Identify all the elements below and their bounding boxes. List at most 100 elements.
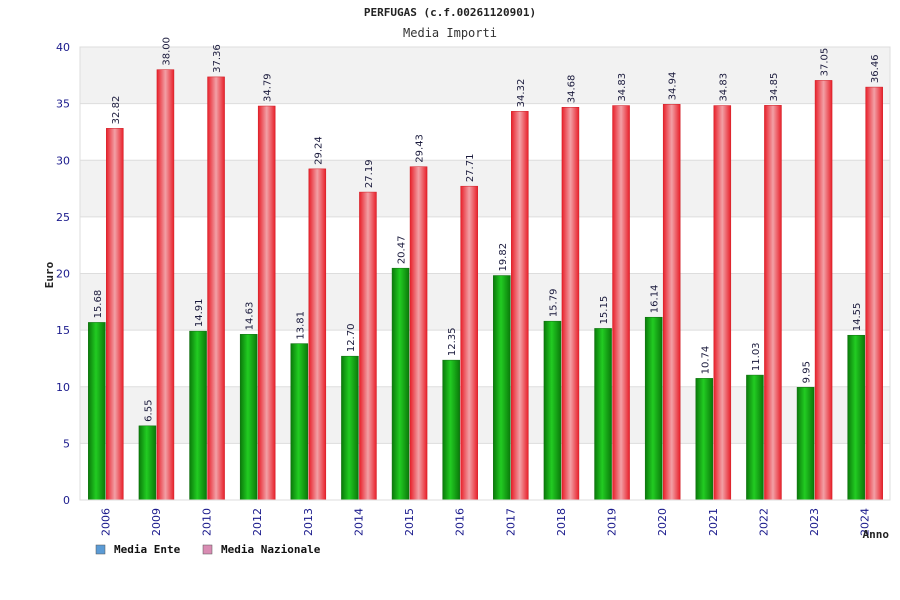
bar-media-ente (644, 316, 663, 501)
data-label-media-ente: 15.15 (599, 296, 610, 325)
x-tick-label: 2018 (555, 508, 568, 536)
bar-media-nazionale (713, 105, 732, 501)
data-label-media-ente: 6.55 (143, 400, 154, 422)
bar-media-ente (543, 320, 562, 501)
data-label-media-ente: 13.81 (295, 311, 306, 340)
data-label-media-ente: 14.55 (852, 303, 863, 332)
x-tick-label: 2020 (656, 508, 669, 536)
axes (79, 46, 891, 501)
y-tick-label: 10 (56, 381, 70, 394)
x-tick-label: 2006 (99, 508, 112, 536)
bar-media-nazionale (106, 128, 124, 501)
bar-media-ente (442, 359, 460, 501)
data-label-media-nazionale: 37.36 (212, 44, 223, 73)
y-tick-label: 40 (56, 41, 70, 54)
bar-media-nazionale (814, 80, 833, 501)
bar-media-ente (391, 267, 410, 501)
x-tick-label: 2012 (251, 508, 264, 536)
y-tick-label: 25 (56, 211, 70, 224)
bar-media-ente (341, 355, 359, 501)
bar-media-ente (847, 334, 865, 501)
data-label-media-nazionale: 34.79 (263, 73, 274, 102)
x-tick-label: 2019 (606, 508, 619, 536)
data-label-media-nazionale: 27.71 (465, 154, 476, 183)
bar-media-ente (594, 328, 612, 501)
x-tick-label: 2017 (504, 508, 517, 536)
bar-media-ente (796, 387, 815, 501)
x-tick-label: 2016 (454, 508, 467, 536)
bar-media-nazionale (460, 185, 478, 501)
data-label-media-nazionale: 29.24 (313, 136, 324, 165)
bar-media-nazionale (409, 166, 428, 501)
x-tick-label: 2021 (707, 508, 720, 536)
y-tick-label: 20 (56, 268, 70, 281)
bar-media-ente (493, 275, 511, 501)
data-label-media-ente: 14.91 (194, 299, 205, 328)
y-tick-labels: 0 5 10 15 20 25 30 35 40 (56, 41, 70, 507)
data-labels: 15.68 32.82 6.55 38.00 14.91 37.36 14.63 34.79 1… (93, 37, 881, 422)
y-tick-label: 30 (56, 154, 70, 167)
x-tick-labels: 2006 2009 2010 2012 2013 2014 2015 2016 2017 2018… (99, 508, 871, 536)
data-label-media-nazionale: 34.68 (566, 75, 577, 104)
bar-media-nazionale (308, 168, 327, 501)
data-label-media-ente: 12.70 (346, 324, 357, 353)
data-label-media-nazionale: 34.32 (516, 79, 527, 108)
bar-media-ente (695, 378, 714, 501)
chart-title: PERFUGAS (c.f.00261120901) (364, 6, 536, 19)
y-tick-label: 15 (56, 324, 70, 337)
x-tick-label: 2014 (352, 508, 365, 536)
bar-media-nazionale (156, 69, 175, 501)
x-tick-label: 2022 (757, 508, 770, 536)
data-label-media-nazionale: 37.05 (820, 48, 831, 77)
bar-media-ente (746, 374, 764, 501)
data-label-media-nazionale: 36.46 (870, 54, 881, 83)
bar-media-ente (88, 322, 106, 501)
data-label-media-nazionale: 32.82 (111, 96, 122, 125)
data-label-media-ente: 19.82 (498, 243, 509, 272)
bar-media-ente (138, 425, 157, 501)
data-label-media-nazionale: 34.83 (617, 73, 628, 102)
plot-border (79, 46, 891, 501)
y-tick-label: 0 (63, 494, 70, 507)
bars (88, 69, 883, 501)
chart-subtitle: Media Importi (403, 26, 497, 40)
bar-media-nazionale (511, 111, 529, 501)
data-label-media-nazionale: 38.00 (161, 37, 172, 66)
x-axis-label: Anno (863, 528, 890, 541)
data-label-media-nazionale: 34.85 (769, 73, 780, 102)
legend: Media Ente Media Nazionale (95, 543, 321, 556)
data-label-media-ente: 11.03 (751, 342, 762, 371)
data-label-media-ente: 15.79 (548, 289, 559, 318)
bar-media-nazionale (257, 105, 276, 501)
data-label-media-ente: 20.47 (397, 236, 408, 265)
bar-media-nazionale (764, 105, 782, 501)
x-tick-label: 2010 (201, 508, 214, 536)
bar-media-ente (189, 330, 207, 501)
x-tick-label: 2009 (150, 508, 163, 536)
legend-swatch-media-nazionale (202, 544, 213, 555)
data-label-media-ente: 9.95 (802, 361, 813, 383)
data-label-media-ente: 16.14 (650, 285, 661, 314)
bar-media-nazionale (662, 104, 681, 501)
y-tick-label: 35 (56, 98, 70, 111)
legend-swatch-media-ente (95, 544, 106, 555)
bar-media-nazionale (612, 105, 630, 501)
data-label-media-nazionale: 27.19 (364, 159, 375, 188)
x-tick-label: 2024 (859, 508, 872, 536)
bar-media-nazionale (561, 106, 580, 501)
data-label-media-nazionale: 34.83 (718, 73, 729, 102)
x-tick-label: 2023 (808, 508, 821, 536)
y-tick-label: 5 (63, 437, 70, 450)
bar-media-nazionale (865, 86, 883, 501)
data-label-media-nazionale: 29.43 (415, 134, 426, 163)
data-label-media-ente: 15.68 (93, 290, 104, 319)
bar-media-ente (239, 334, 258, 501)
bar-media-nazionale (207, 76, 225, 501)
legend-label-media-nazionale: Media Nazionale (221, 543, 321, 556)
data-label-media-ente: 14.63 (245, 302, 256, 331)
data-label-media-ente: 12.35 (447, 327, 458, 356)
data-label-media-ente: 10.74 (700, 346, 711, 375)
x-tick-label: 2013 (302, 508, 315, 536)
